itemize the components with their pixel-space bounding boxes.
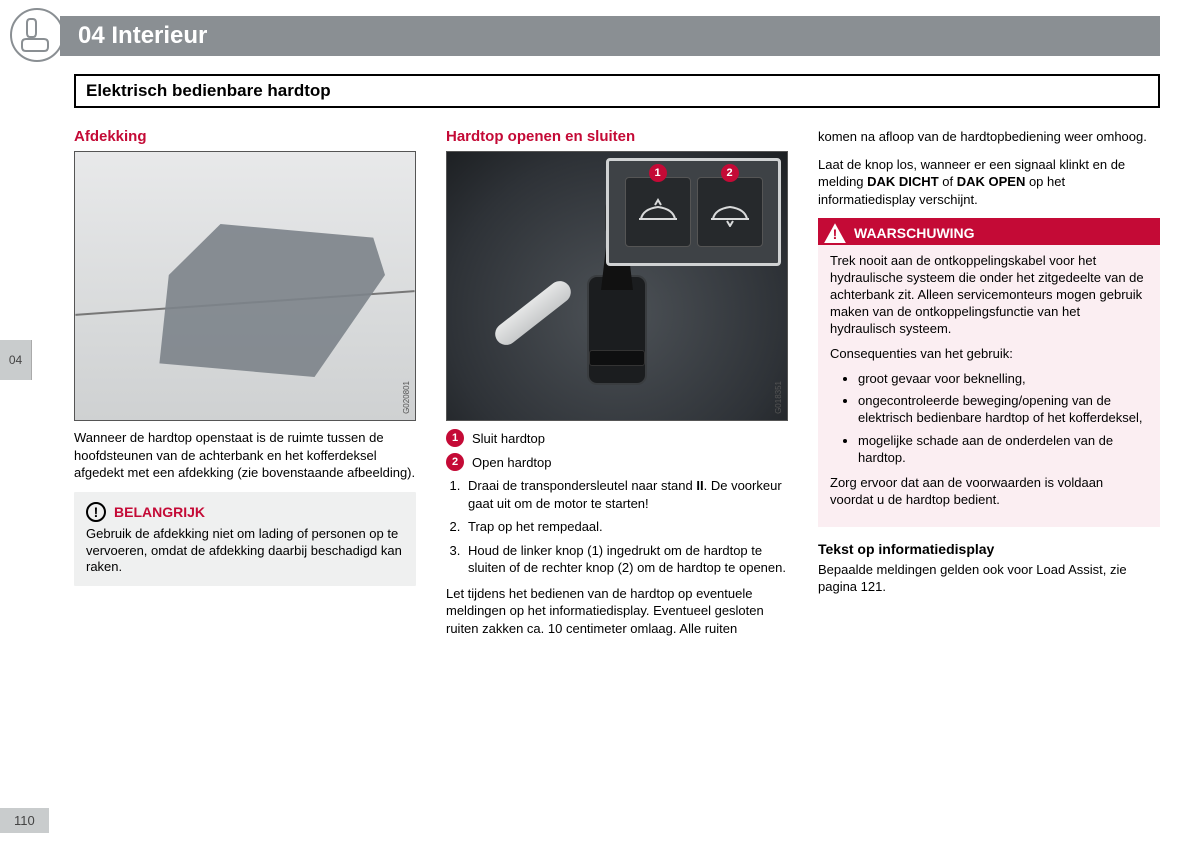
warning-p2: Consequenties van het gebruik: <box>830 346 1148 363</box>
open-roof-button: 2 <box>697 177 763 247</box>
callout-label-2: Open hardtop <box>472 455 552 470</box>
seat-icon-svg <box>20 16 54 54</box>
col3-subheading: Tekst op informatiedisplay <box>818 541 1160 557</box>
side-tab: 04 <box>0 340 32 380</box>
figure-code-2: G018351 <box>774 381 783 414</box>
col3-subbody: Bepaalde meldingen gelden ook voor Load … <box>818 561 1160 596</box>
figure-code-1: G020801 <box>402 381 411 414</box>
important-text: Gebruik de afdekking niet om lading of p… <box>86 526 404 577</box>
col2-heading: Hardtop openen en sluiten <box>446 128 788 145</box>
step-1: Draai de transpondersleutel naar stand I… <box>464 477 788 512</box>
warning-bullet-3: mogelijke schade aan de onderdelen van d… <box>858 433 1148 467</box>
warning-p1: Trek nooit aan de ontkoppelingskabel voo… <box>830 253 1148 337</box>
close-roof-button: 1 <box>625 177 691 247</box>
column-3: komen na afloop van de hardtopbediening … <box>818 128 1160 757</box>
chapter-number: 04 <box>78 22 105 49</box>
warning-p3: Zorg ervoor dat aan de voorwaarden is vo… <box>830 475 1148 509</box>
warning-bullets: groot gevaar voor beknelling, ongecontro… <box>858 371 1148 467</box>
seat-icon <box>10 8 64 62</box>
important-label: BELANGRIJK <box>114 504 205 520</box>
warning-box: ! WAARSCHUWING Trek nooit aan de ontkopp… <box>818 218 1160 527</box>
col1-body: Wanneer de hardtop openstaat is de ruimt… <box>74 429 416 482</box>
col3-cont1: komen na afloop van de hardtopbediening … <box>818 128 1160 146</box>
callout-label-1: Sluit hardtop <box>472 431 545 446</box>
warning-label: WAARSCHUWING <box>854 225 975 241</box>
page-number: 110 <box>0 808 49 833</box>
inset-buttons: 1 2 <box>606 158 781 266</box>
warning-icon: ! <box>824 223 846 243</box>
warning-bullet-1: groot gevaar voor beknelling, <box>858 371 1148 388</box>
step-2: Trap op het rempedaal. <box>464 518 788 536</box>
chapter-name: Interieur <box>111 22 207 49</box>
callout-num-1: 1 <box>446 429 464 447</box>
chapter-header: 04 Interieur <box>60 16 1160 56</box>
figure-cover: G020801 <box>74 151 416 421</box>
steps-list: Draai de transpondersleutel naar stand I… <box>464 477 788 577</box>
chapter-title: 04 Interieur <box>78 22 207 50</box>
col2-after-steps: Let tijdens het bedienen van de hardtop … <box>446 585 788 638</box>
callout-badge-2: 2 <box>721 164 739 182</box>
content-columns: Afdekking G020801 Wanneer de hardtop ope… <box>74 128 1160 757</box>
col1-heading: Afdekking <box>74 128 416 145</box>
callout-row-1: 1 Sluit hardtop <box>446 429 788 447</box>
section-title: Elektrisch bedienbare hardtop <box>74 74 1160 108</box>
callout-badge-1: 1 <box>649 164 667 182</box>
col3-cont2: Laat de knop los, wanneer er een signaal… <box>818 156 1160 209</box>
warning-bullet-2: ongecontroleerde beweging/opening van de… <box>858 393 1148 427</box>
figure-console: 1 2 G018351 <box>446 151 788 421</box>
important-box: ! BELANGRIJK Gebruik de afdekking niet o… <box>74 492 416 587</box>
callout-num-2: 2 <box>446 453 464 471</box>
callout-row-2: 2 Open hardtop <box>446 453 788 471</box>
column-1: Afdekking G020801 Wanneer de hardtop ope… <box>74 128 416 757</box>
important-icon: ! <box>86 502 106 522</box>
step-3: Houd de linker knop (1) ingedrukt om de … <box>464 542 788 577</box>
column-2: Hardtop openen en sluiten 1 2 G018351 1 <box>446 128 788 757</box>
